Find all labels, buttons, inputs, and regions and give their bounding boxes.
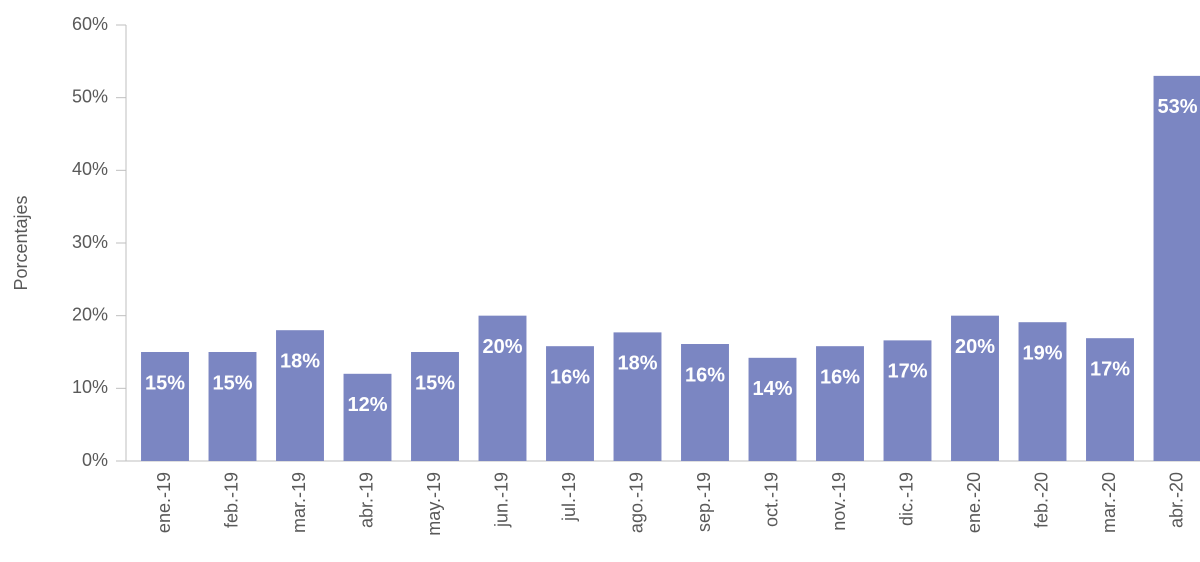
x-tick-label: nov.-19 (829, 472, 849, 531)
data-label: 53% (1157, 96, 1197, 118)
y-tick-label: 10% (72, 377, 108, 397)
data-label: 15% (145, 372, 185, 394)
y-tick-label: 40% (72, 159, 108, 179)
bar (1018, 322, 1067, 461)
bar (951, 315, 999, 461)
data-label: 16% (550, 366, 590, 388)
data-label: 15% (415, 372, 455, 394)
x-tick-label: may.-19 (424, 472, 444, 536)
x-tick-label: sep.-19 (694, 472, 714, 532)
data-label: 20% (955, 336, 995, 358)
y-tick-label: 60% (72, 14, 108, 34)
x-tick-label: feb.-19 (221, 472, 241, 528)
bar (613, 332, 662, 461)
x-tick-label: dic.-19 (896, 472, 916, 526)
bar (141, 352, 189, 461)
bar (748, 357, 797, 461)
data-label: 19% (1022, 342, 1062, 364)
y-axis-title: Porcentajes (11, 195, 31, 290)
bar (1086, 338, 1134, 461)
data-label: 20% (482, 336, 522, 358)
data-label: 14% (752, 378, 792, 400)
bar (1153, 75, 1200, 461)
x-tick-label: mar.-19 (289, 472, 309, 533)
data-label: 17% (887, 361, 927, 383)
bar (208, 352, 257, 461)
x-tick-label: oct.-19 (761, 472, 781, 527)
bar (816, 346, 864, 461)
bar (343, 373, 392, 461)
x-tick-label: jul.-19 (559, 472, 579, 522)
data-label: 16% (820, 366, 860, 388)
data-label: 18% (280, 350, 320, 372)
data-label: 17% (1090, 358, 1130, 380)
x-tick-label: ene.-19 (154, 472, 174, 533)
x-tick-label: jun.-19 (491, 472, 511, 528)
x-tick-label: abr.-19 (356, 472, 376, 528)
x-tick-label: abr.-20 (1166, 472, 1186, 528)
y-tick-label: 20% (72, 304, 108, 324)
data-label: 18% (617, 353, 657, 375)
bar (883, 340, 932, 461)
bar (681, 344, 729, 461)
bar (276, 330, 324, 461)
data-label: 16% (685, 364, 725, 386)
bar (411, 352, 459, 461)
bar (478, 315, 527, 461)
y-tick-label: 0% (82, 450, 108, 470)
x-tick-label: ene.-20 (964, 472, 984, 533)
data-label: 12% (347, 394, 387, 416)
y-tick-label: 30% (72, 232, 108, 252)
data-label: 15% (212, 372, 252, 394)
x-tick-label: mar.-20 (1099, 472, 1119, 533)
x-tick-label: feb.-20 (1031, 472, 1051, 528)
x-tick-label: ago.-19 (626, 472, 646, 533)
bar (546, 346, 594, 461)
y-tick-label: 50% (72, 86, 108, 106)
